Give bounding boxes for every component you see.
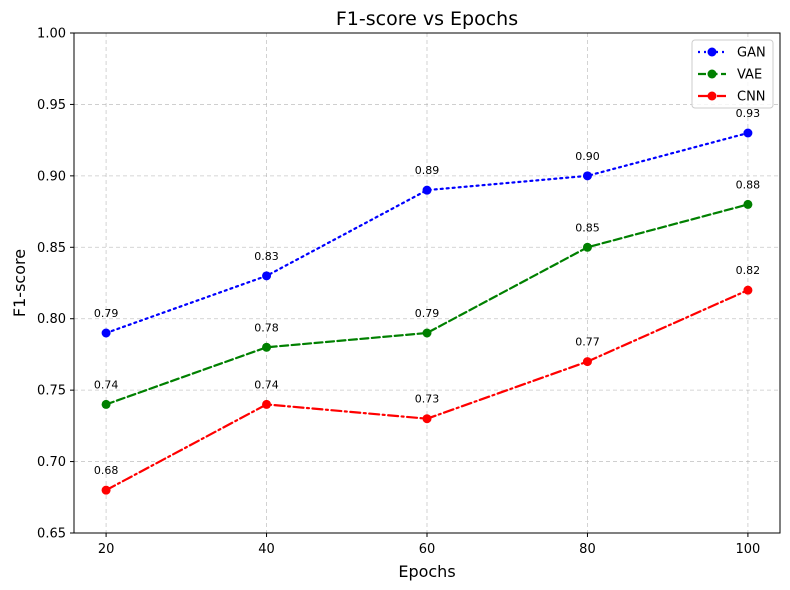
x-tick-label: 80	[579, 542, 596, 557]
x-tick-label: 40	[258, 542, 275, 557]
data-label-cnn: 0.82	[736, 264, 761, 277]
data-label-gan: 0.79	[94, 307, 119, 320]
data-label-gan: 0.90	[575, 150, 600, 163]
x-tick-label: 60	[419, 542, 436, 557]
data-point-vae	[743, 199, 753, 209]
legend-box	[691, 39, 774, 109]
y-tick-label: 0.95	[37, 98, 66, 113]
axis-ticks: 20 40 60 80 100 0.65 0.70 0.75 0.80 0.85 0.90 0.95 1…	[37, 27, 760, 558]
legend-marker-cnn	[707, 91, 717, 101]
data-point-gan	[743, 128, 753, 138]
y-tick-label: 0.75	[37, 384, 66, 399]
data-label-gan: 0.83	[254, 250, 279, 263]
data-point-gan	[582, 171, 592, 181]
data-point-vae	[582, 242, 592, 252]
data-label-gan: 0.93	[736, 107, 761, 120]
data-point-gan	[101, 328, 111, 338]
series-vae: 0.74 0.78 0.79 0.85 0.88	[94, 178, 761, 409]
legend-marker-vae	[707, 69, 717, 79]
data-label-cnn: 0.74	[254, 378, 279, 391]
data-point-gan	[422, 185, 432, 195]
series-line-vae	[104, 203, 750, 406]
y-tick-label: 0.70	[37, 455, 66, 470]
data-label-vae: 0.78	[254, 321, 279, 334]
chart-title: F1-score vs Epochs	[336, 8, 518, 30]
data-point-cnn	[422, 414, 432, 424]
legend-label-gan: GAN	[737, 46, 766, 61]
x-tick-label: 100	[735, 542, 760, 557]
data-label-cnn: 0.73	[415, 393, 440, 406]
series-line-gan	[104, 131, 750, 335]
data-point-cnn	[582, 357, 592, 367]
data-label-vae: 0.79	[415, 307, 440, 320]
data-point-vae	[262, 342, 272, 352]
legend-marker-gan	[707, 47, 717, 57]
data-point-cnn	[262, 399, 272, 409]
y-tick-label: 1.00	[37, 27, 66, 42]
series-gan: 0.79 0.83 0.89 0.90 0.93	[94, 107, 760, 338]
data-label-vae: 0.85	[575, 221, 600, 234]
data-point-vae	[101, 399, 111, 409]
data-point-gan	[262, 271, 272, 281]
y-axis-title: F1-score	[10, 249, 29, 317]
data-label-gan: 0.89	[415, 164, 440, 177]
y-tick-label: 0.65	[37, 527, 66, 542]
series-cnn: 0.68 0.74 0.73 0.77 0.82	[94, 264, 760, 495]
x-tick-label: 20	[98, 542, 115, 557]
data-label-vae: 0.74	[94, 378, 119, 391]
y-tick-label: 0.90	[37, 169, 66, 184]
data-label-cnn: 0.77	[575, 336, 600, 349]
y-tick-label: 0.85	[37, 241, 66, 256]
data-point-cnn	[743, 285, 753, 295]
x-axis-title: Epochs	[398, 562, 455, 581]
legend-label-cnn: CNN	[737, 90, 766, 105]
data-point-vae	[422, 328, 432, 338]
legend-label-vae: VAE	[737, 68, 762, 83]
data-label-vae: 0.88	[736, 178, 761, 191]
y-tick-label: 0.80	[37, 312, 66, 327]
legend: GAN VAE CNN	[691, 39, 774, 109]
data-point-cnn	[101, 485, 111, 495]
series-layer: 0.79 0.83 0.89 0.90 0.93 0.74 0.78 0.79 0.85 0.88…	[94, 107, 760, 495]
data-label-cnn: 0.68	[94, 464, 119, 477]
